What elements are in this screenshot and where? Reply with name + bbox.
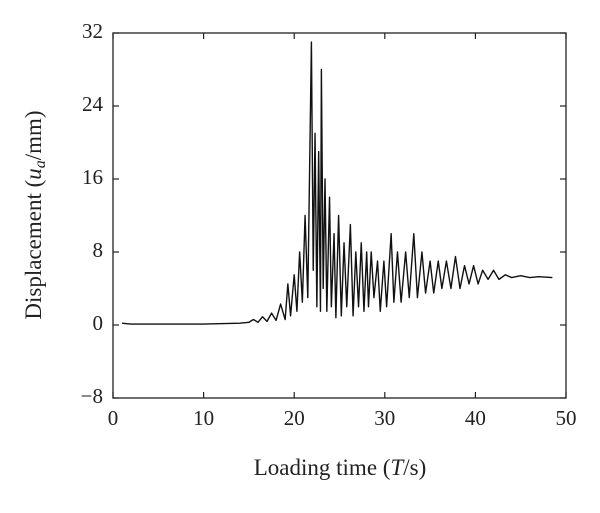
data-line — [121, 41, 553, 325]
x-tick-label: 50 — [556, 406, 577, 430]
x-tick-label: 30 — [374, 406, 395, 430]
y-tick-label: 0 — [93, 311, 104, 335]
x-tick-label: 40 — [465, 406, 486, 430]
y-tick-label: −8 — [81, 384, 103, 408]
y-tick-label: 16 — [82, 165, 103, 189]
y-axis-label: Displacement (ua/mm) — [21, 110, 48, 319]
y-tick-label: 32 — [82, 19, 103, 43]
x-tick-label: 20 — [284, 406, 305, 430]
y-tick-label: 8 — [93, 238, 104, 262]
x-tick-label: 0 — [108, 406, 119, 430]
x-axis-label: Loading time (T/s) — [254, 455, 426, 480]
plot-frame — [112, 32, 567, 399]
x-tick-label: 10 — [193, 406, 214, 430]
y-tick-label: 24 — [82, 92, 104, 116]
